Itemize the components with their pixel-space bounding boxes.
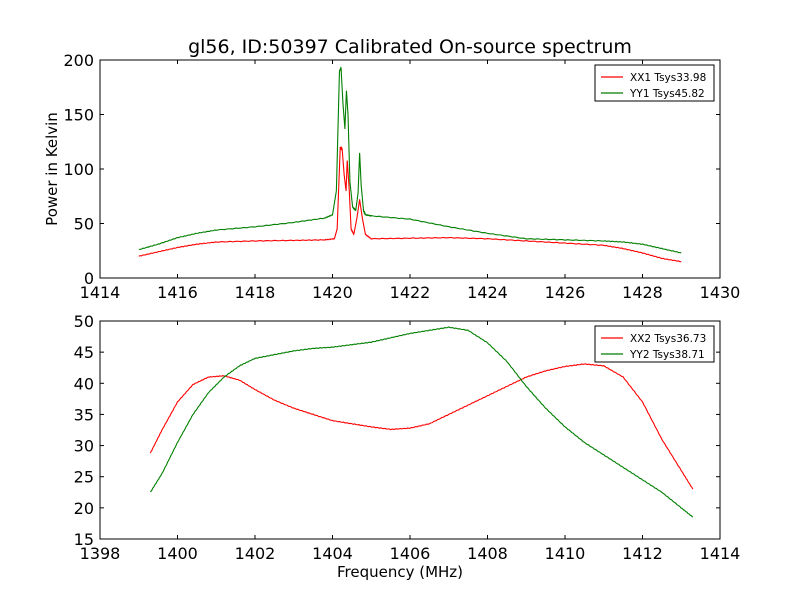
y-tick-label: 150: [63, 106, 94, 125]
series-line-yy1: [138, 66, 682, 254]
y-tick-label: 200: [63, 51, 94, 70]
y-tick-label: 30: [74, 437, 94, 456]
y-tick-label: 45: [74, 343, 94, 362]
bottom-panel: 1398 1400 1402 1404 1406 1408 1410 1412 1414 15 20…: [74, 312, 741, 581]
x-tick-label: 1418: [235, 283, 276, 302]
x-tick-label: 1422: [390, 283, 431, 302]
series-line-xx2: [149, 363, 694, 490]
legend-entry: XX1 Tsys33.98: [630, 72, 706, 84]
x-tick-label: 1412: [622, 544, 663, 563]
top-panel: 1414 1416 1418 1420 1422 1424 1426 1428 1430 0 50 1…: [43, 51, 740, 302]
x-tick-label: 1414: [80, 283, 121, 302]
legend-box: [594, 325, 715, 363]
x-tick-label: 1420: [312, 283, 353, 302]
y-tick-label: 15: [74, 530, 94, 549]
x-tick-label: 1402: [235, 544, 276, 563]
x-axis-label: Frequency (MHz): [337, 563, 463, 581]
x-tick-label: 1400: [157, 544, 198, 563]
y-tick-label: 0: [84, 269, 94, 288]
x-tick-label: 1410: [545, 544, 586, 563]
x-tick-label: 1408: [467, 544, 508, 563]
legend-box: [594, 64, 715, 102]
legend-entry: YY1 Tsys45.82: [629, 88, 705, 100]
series-line-xx1: [138, 146, 682, 263]
x-tick-label: 1416: [157, 283, 198, 302]
legend: XX1 Tsys33.98 YY1 Tsys45.82: [594, 64, 715, 102]
legend: XX2 Tsys36.73 YY2 Tsys38.71: [594, 325, 715, 363]
y-tick-label: 25: [74, 468, 94, 487]
legend-entry: YY2 Tsys38.71: [629, 349, 705, 361]
x-tick-label: 1428: [622, 283, 663, 302]
x-tick-label: 1424: [467, 283, 508, 302]
legend-entry: XX2 Tsys36.73: [630, 333, 706, 345]
y-tick-label: 100: [63, 160, 94, 179]
y-tick-label: 50: [74, 312, 94, 331]
y-tick-label: 50: [74, 215, 94, 234]
y-tick-label: 35: [74, 405, 94, 424]
x-tick-label: 1426: [545, 283, 586, 302]
x-tick-label: 1404: [312, 544, 353, 563]
series-line-yy2: [149, 326, 694, 518]
y-tick-label: 20: [74, 499, 94, 518]
x-tick-label: 1398: [80, 544, 121, 563]
x-tick-label: 1430: [700, 283, 741, 302]
y-axis-label: Power in Kelvin: [43, 112, 61, 226]
x-tick-label: 1406: [390, 544, 431, 563]
y-tick-label: 40: [74, 374, 94, 393]
x-tick-label: 1414: [700, 544, 741, 563]
chart-title: gl56, ID:50397 Calibrated On-source spec…: [188, 36, 632, 58]
